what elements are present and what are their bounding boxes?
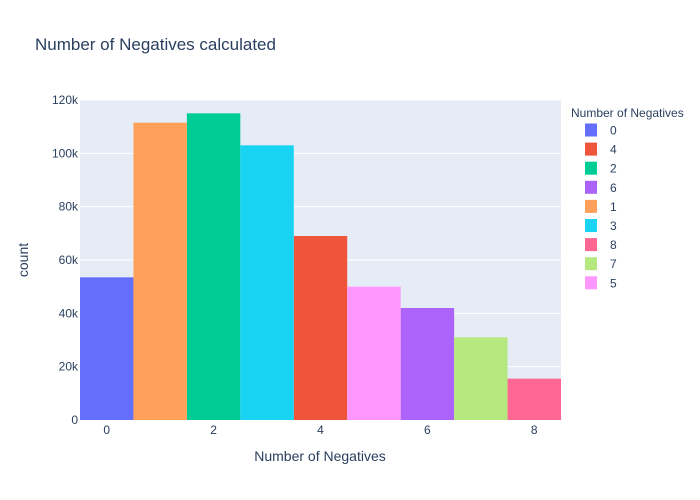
x-axis-ticks: 0 2 4 6 8 [103,423,538,437]
legend-label[interactable]: 0 [610,124,617,138]
legend-label[interactable]: 3 [610,219,617,233]
legend-items: 0 4 2 6 1 3 8 7 5 [585,123,617,290]
legend: Number of Negatives 0 4 2 6 1 3 8 7 5 [571,106,684,290]
y-tick-label: 0 [71,413,78,427]
bar-6[interactable] [400,308,455,420]
legend-swatch[interactable] [585,276,597,290]
legend-swatch[interactable] [585,142,597,156]
y-axis-ticks: 0 20k 40k 60k 80k 100k 120k [52,93,79,427]
legend-label[interactable]: 7 [610,257,617,271]
x-tick-label: 6 [424,423,431,437]
y-tick-label: 100k [52,146,79,160]
bar-2[interactable] [186,113,241,420]
legend-swatch[interactable] [585,199,597,213]
bar-3[interactable] [240,145,294,421]
legend-label[interactable]: 6 [610,181,617,195]
y-tick-label: 120k [52,93,79,107]
x-tick-label: 8 [531,423,538,437]
legend-title: Number of Negatives [571,106,684,120]
bar-0[interactable] [80,277,134,420]
x-tick-label: 2 [210,423,217,437]
chart-title: Number of Negatives calculated [35,35,276,54]
legend-swatch[interactable] [585,123,597,137]
legend-label[interactable]: 5 [610,276,617,290]
legend-label[interactable]: 1 [610,200,617,214]
y-tick-label: 80k [59,200,79,214]
legend-label[interactable]: 2 [610,162,617,176]
y-axis-title: count [15,243,31,277]
legend-label[interactable]: 4 [610,143,617,157]
y-tick-label: 40k [59,306,79,320]
legend-swatch[interactable] [585,257,597,271]
bar-5[interactable] [347,286,401,420]
legend-label[interactable]: 8 [610,238,617,252]
x-tick-label: 0 [103,423,110,437]
legend-swatch[interactable] [585,161,597,175]
legend-swatch[interactable] [585,238,597,252]
y-tick-label: 20k [59,360,79,374]
legend-swatch[interactable] [585,180,597,194]
x-tick-label: 4 [317,423,324,437]
legend-swatch[interactable] [585,219,597,232]
bar-4[interactable] [293,236,348,420]
x-axis-title: Number of Negatives [254,448,386,464]
bars [80,113,561,421]
bar-7[interactable] [454,337,508,420]
bar-8[interactable] [507,378,561,420]
bar-1[interactable] [133,122,187,421]
y-tick-label: 60k [59,253,79,267]
